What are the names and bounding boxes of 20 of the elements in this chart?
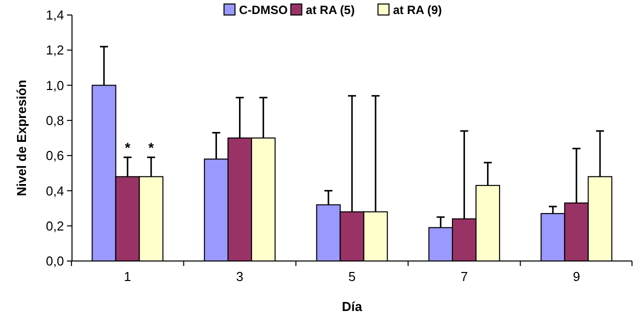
x-tick-label: 3 — [236, 269, 244, 284]
y-tick-label: 0,8 — [46, 112, 64, 128]
y-tick-label: 0,2 — [46, 218, 64, 234]
y-tick-label: 1,2 — [46, 42, 64, 58]
legend-label: at RA (5) — [306, 3, 355, 17]
x-tick-label: 7 — [460, 269, 468, 284]
y-axis-title: Nivel de Expresión — [14, 80, 29, 196]
y-tick-label: 1,4 — [46, 8, 64, 23]
x-tick-label: 9 — [572, 269, 580, 284]
y-tick-label: 0,6 — [46, 148, 64, 164]
annotation: * — [124, 139, 131, 156]
x-tick-label: 5 — [348, 269, 356, 284]
y-tick-label: 0,4 — [46, 183, 64, 198]
legend-label: at RA (9) — [393, 3, 442, 17]
x-axis-title: Día — [342, 299, 363, 314]
legend-label: C-DMSO — [239, 3, 288, 17]
y-tick-label: 1,0 — [46, 78, 64, 93]
y-tick-label: 0,0 — [46, 254, 64, 269]
annotation: * — [148, 139, 154, 156]
x-tick-label: 1 — [124, 269, 132, 284]
